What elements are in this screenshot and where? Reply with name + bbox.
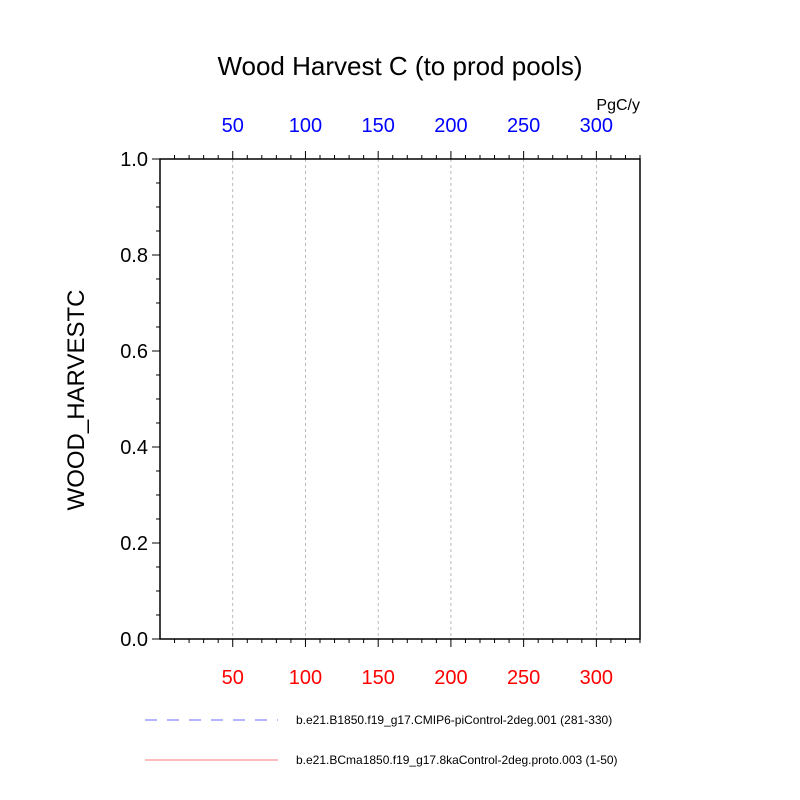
y-tick-label-1: 0.2 [120, 533, 148, 555]
gridlines [232, 159, 597, 639]
units-label: PgC/y [596, 97, 640, 114]
legend-label-1: b.e21.BCma1850.f19_g17.8kaControl-2deg.p… [296, 753, 618, 767]
x-bottom-tick-label-0: 50 [222, 667, 244, 689]
chart-title: Wood Harvest C (to prod pools) [217, 51, 582, 81]
x-bottom-tick-label-2: 150 [361, 667, 394, 689]
x-bottom-tick-label-5: 300 [580, 667, 613, 689]
plot-frame [159, 158, 641, 640]
legend: b.e21.B1850.f19_g17.CMIP6-piControl-2deg… [145, 713, 618, 767]
x-top-tick-label-4: 250 [507, 115, 540, 137]
y-tick-label-4: 0.8 [120, 245, 148, 267]
x-bottom-tick-label-3: 200 [434, 667, 467, 689]
axis-ticks [152, 151, 641, 647]
y-axis-label: WOOD_HARVESTC [63, 290, 90, 511]
x-bottom-tick-label-1: 100 [289, 667, 322, 689]
y-tick-label-0: 0.0 [120, 629, 148, 651]
legend-label-0: b.e21.B1850.f19_g17.CMIP6-piControl-2deg… [296, 713, 612, 727]
x-top-tick-label-1: 100 [289, 115, 322, 137]
x-top-tick-label-0: 50 [222, 115, 244, 137]
y-tick-label-2: 0.4 [120, 437, 148, 459]
x-top-tick-label-3: 200 [434, 115, 467, 137]
y-tick-label-3: 0.6 [120, 341, 148, 363]
tick-labels: 0.0 0.2 0.4 0.6 0.8 1.0 50 100 150 200 250 300 50 100… [120, 115, 613, 689]
x-bottom-tick-label-4: 250 [507, 667, 540, 689]
x-top-tick-label-5: 300 [580, 115, 613, 137]
x-top-tick-label-2: 150 [361, 115, 394, 137]
y-tick-label-5: 1.0 [120, 149, 148, 171]
